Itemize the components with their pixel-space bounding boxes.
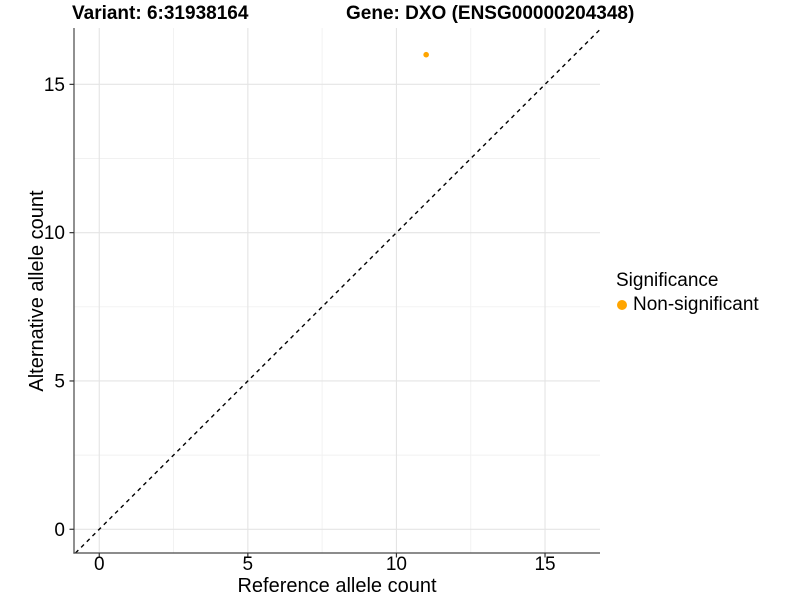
x-axis-title: Reference allele count — [237, 575, 437, 597]
identity-line — [74, 28, 601, 554]
y-axis-title: Alternative allele count — [26, 190, 48, 392]
y-tick-label: 5 — [54, 371, 65, 392]
plot-title-gene: Gene: DXO (ENSG00000204348) — [346, 3, 635, 24]
x-tick-label: 0 — [94, 554, 105, 575]
legend: Significance Non-significant — [616, 268, 759, 316]
data-point — [423, 51, 429, 58]
legend-item-label: Non-significant — [633, 293, 759, 315]
y-tick-label: 10 — [44, 223, 65, 244]
legend-point-icon — [617, 299, 627, 310]
legend-item: Non-significant — [616, 293, 759, 316]
y-tick-label: 15 — [44, 75, 65, 96]
plot-title-variant: Variant: 6:31938164 — [72, 3, 249, 24]
x-tick-label: 10 — [386, 554, 407, 575]
legend-title: Significance — [616, 270, 719, 291]
y-tick-label: 0 — [54, 520, 65, 541]
x-tick-label: 5 — [243, 554, 254, 575]
x-tick-label: 15 — [534, 554, 555, 575]
